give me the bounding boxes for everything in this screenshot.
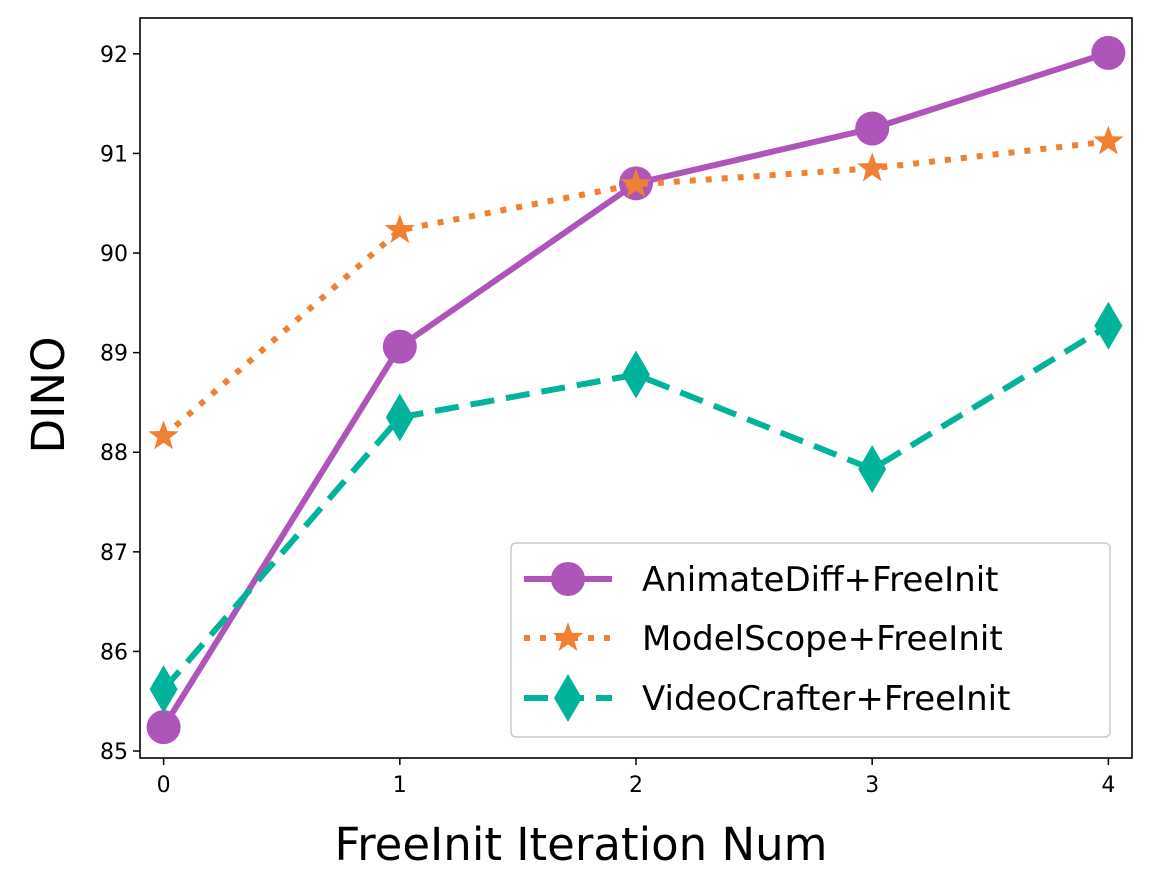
series-line-modelscope-freeinit <box>161 138 1109 439</box>
x-axis: 0 1 2 3 4 <box>157 758 1115 798</box>
data-point-animatediff-freeinit <box>382 329 417 364</box>
series-line-videocrafter-freeinit <box>161 323 1110 692</box>
x-tick-label: 3 <box>865 773 879 798</box>
data-point-modelscope-freeinit <box>856 152 888 182</box>
y-axis-title: DINO <box>22 336 75 453</box>
x-tick-label: 4 <box>1101 773 1115 798</box>
y-tick-label: 89 <box>100 342 128 367</box>
y-tick-label: 90 <box>100 242 128 267</box>
legend-marker-videocrafter-freeinit <box>554 674 582 722</box>
data-point-videocrafter-freeinit <box>858 445 887 494</box>
data-point-animatediff-freeinit <box>1091 35 1126 70</box>
legend-label-modelscope-freeinit: ModelScope+FreeInit <box>642 619 1003 659</box>
legend-marker-modelscope-freeinit <box>552 622 584 651</box>
y-tick-label: 86 <box>100 640 128 665</box>
y-tick-label: 92 <box>100 43 128 68</box>
series-modelscope-freeinit <box>148 125 1124 450</box>
y-tick-label: 91 <box>100 142 128 167</box>
x-axis-title: FreeInit Iteration Num <box>335 818 828 871</box>
data-point-modelscope-freeinit <box>384 214 416 244</box>
y-axis: 85 86 87 88 89 90 91 92 <box>100 43 140 765</box>
legend-marker-animatediff-freeinit <box>551 562 585 596</box>
legend-label-animatediff-freeinit: AnimateDiff+FreeInit <box>642 560 999 600</box>
x-tick-label: 2 <box>629 773 643 798</box>
data-point-videocrafter-freeinit <box>149 665 178 714</box>
legend-box <box>510 542 1111 738</box>
data-point-modelscope-freeinit <box>620 168 652 198</box>
x-tick-label: 1 <box>393 773 407 798</box>
legend-label-videocrafter-freeinit: VideoCrafter+FreeInit <box>642 679 1010 719</box>
data-point-videocrafter-freeinit <box>385 393 414 442</box>
data-point-videocrafter-freeinit <box>1094 301 1123 350</box>
data-point-animatediff-freeinit <box>855 111 890 146</box>
series-videocrafter-freeinit <box>149 301 1123 714</box>
data-point-modelscope-freeinit <box>1093 125 1124 155</box>
data-point-modelscope-freeinit <box>148 420 179 450</box>
series-layer <box>146 35 1126 745</box>
y-tick-label: 87 <box>100 541 128 566</box>
y-tick-label: 88 <box>100 441 128 466</box>
legend: AnimateDiff+FreeInit ModelScope+FreeInit V… <box>510 542 1111 738</box>
data-point-videocrafter-freeinit <box>622 350 650 399</box>
y-tick-label: 85 <box>100 740 128 765</box>
data-point-animatediff-freeinit <box>146 710 181 745</box>
x-tick-label: 0 <box>157 773 171 798</box>
